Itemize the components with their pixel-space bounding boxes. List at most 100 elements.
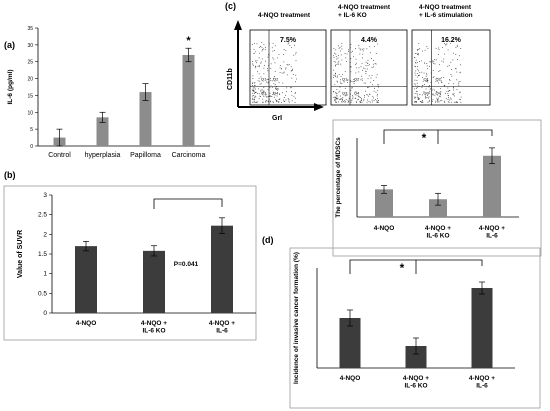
flow-event-dot [338,55,339,57]
flow-event-dot [354,98,356,99]
flow-event-dot [376,74,378,76]
flow-event-dot [429,60,431,62]
flow-event-dot [295,53,297,55]
flow-event-dot [370,81,372,83]
flow-event-dot [373,100,375,101]
flow-event-dot [347,79,348,81]
flow-event-dot [419,48,421,50]
flow-event-dot [276,100,277,101]
flow-event-dot [375,91,377,93]
flow-event-dot [339,99,341,101]
flow-event-dot [291,94,293,96]
flow-event-dot [350,101,352,103]
panel-d-letter: (d) [262,235,274,245]
flow-event-dot [281,72,283,74]
flow-event-dot [361,100,362,101]
flow-event-dot [338,45,340,47]
flow-event-dot [444,101,446,103]
flow-plot-box [411,29,491,106]
flow-event-dot [254,51,256,53]
flow-event-dot [375,63,377,65]
y-tick-label: 5 [30,127,33,133]
y-axis-label: IL-6 (pg/ml) [7,69,14,104]
flow-event-dot [363,82,365,84]
flow-event-dot [352,97,354,99]
flow-event-dot [334,96,336,98]
flow-event-dot [339,50,341,52]
flow-event-dot [455,101,457,103]
flow-event-dot [446,91,448,92]
flow-event-dot [417,62,418,63]
flow-event-dot [424,83,425,85]
flow-event-dot [444,100,446,102]
flow-event-dot [293,54,295,56]
flow-event-dot [450,74,452,75]
bar [339,318,361,368]
flow-event-dot [415,74,417,76]
flow-event-dot [438,71,440,72]
flow-event-dot [375,99,376,100]
flow-event-dot [456,44,458,46]
flow-event-dot [446,43,448,45]
flow-event-dot [456,79,458,81]
flow-event-dot [364,95,365,96]
flow-event-dot [334,99,336,101]
flow-event-dot [456,71,458,73]
flow-event-dot [447,93,449,95]
flow-event-dot [348,51,350,52]
flow-event-dot [337,75,338,77]
flow-event-dot [425,93,427,95]
flow-event-dot [414,83,416,85]
flow-event-dot [255,62,257,64]
flow-event-dot [364,68,366,70]
flow-event-dot [273,50,275,51]
flow-event-dot [342,97,344,99]
flow-event-dot [428,101,430,102]
flow-event-dot [252,78,254,79]
flow-event-dot [449,99,451,101]
flow-event-dot [365,90,366,92]
flow-event-dot [421,87,423,88]
flow-event-dot [284,100,286,102]
flow-event-dot [376,100,378,102]
flow-event-dot [378,86,379,88]
flow-event-dot [290,66,292,68]
flow-event-dot [335,53,337,55]
flow-event-dot [344,53,346,54]
flow-event-dot [348,101,350,103]
y-tick-label: 30 [27,43,33,49]
y-tick-label: 2 [43,231,47,238]
flow-event-dot [360,75,362,77]
flow-event-dot [447,49,449,51]
flow-event-dot [359,53,361,55]
flow-event-dot [263,87,265,88]
flow-event-dot [374,63,376,64]
flow-event-dot [352,50,353,52]
flow-event-dot [287,98,289,99]
bar [375,189,393,217]
y-tick-label: 0.5 [38,290,47,297]
y-tick-label: 0 [43,310,47,317]
quadrant-label: Q4 [354,90,360,95]
flow-event-dot [270,67,272,69]
flow-event-dot [263,44,265,45]
flow-event-dot [340,79,341,81]
flow-event-dot [415,66,416,68]
flow-event-dot [277,88,278,90]
flow-event-dot [362,50,364,52]
category-label: 4-NQO [340,375,361,382]
flow-event-dot [367,99,368,101]
flow-event-dot [338,74,340,75]
bar [471,288,493,368]
flow-event-dot [350,51,352,53]
flow-event-dot [450,43,451,45]
flow-event-dot [418,74,420,76]
flow-event-dot [342,74,343,75]
flow-event-dot [254,87,256,89]
flow-event-dot [275,89,277,90]
chart-d: Incidence of invasive cancer formation (… [289,247,541,409]
flow-event-dot [257,65,259,67]
quadrant-label: Q3 [342,90,348,95]
quadrant-label: Q4 [436,90,442,95]
flow-event-dot [460,101,462,103]
